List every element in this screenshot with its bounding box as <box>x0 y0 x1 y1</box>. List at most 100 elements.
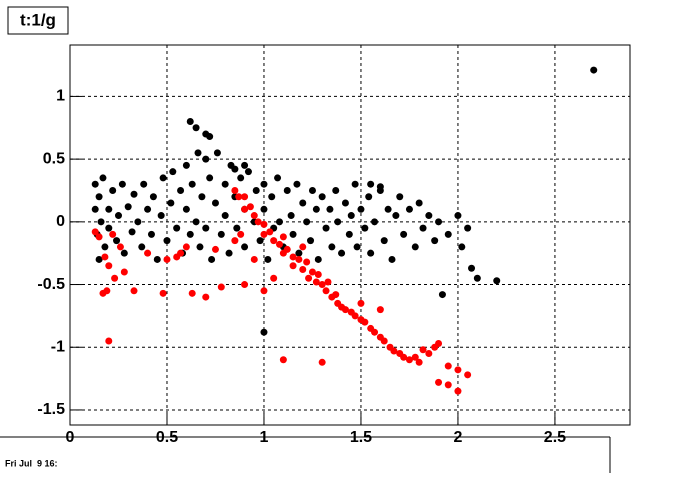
y-tick-label: 0.5 <box>43 150 65 167</box>
point <box>202 224 210 232</box>
point <box>231 237 239 245</box>
point <box>241 161 249 169</box>
point <box>332 186 340 194</box>
point <box>419 346 427 354</box>
point <box>371 218 379 226</box>
point <box>192 218 200 226</box>
point <box>157 212 165 220</box>
point <box>444 381 452 389</box>
point <box>435 218 443 226</box>
point <box>91 205 99 213</box>
point <box>357 299 365 307</box>
point <box>241 193 249 201</box>
point <box>454 387 462 395</box>
point <box>231 165 239 173</box>
x-tick-label: 2.5 <box>544 429 566 446</box>
point <box>351 180 359 188</box>
point <box>144 205 152 213</box>
y-tick-label: -0.5 <box>37 276 65 293</box>
point <box>182 243 190 251</box>
point <box>208 255 216 263</box>
point <box>206 133 214 141</box>
point <box>113 237 121 245</box>
point <box>217 230 225 238</box>
point <box>188 289 196 297</box>
point <box>105 224 113 232</box>
point <box>116 243 124 251</box>
point <box>192 124 200 132</box>
point <box>186 118 194 126</box>
point <box>235 193 243 201</box>
point <box>405 205 413 213</box>
point <box>454 366 462 374</box>
point <box>138 243 146 251</box>
point <box>237 230 245 238</box>
point <box>318 281 326 289</box>
point <box>256 237 264 245</box>
point <box>211 199 219 207</box>
point <box>241 205 249 213</box>
point <box>105 262 113 270</box>
point <box>250 255 258 263</box>
point <box>270 237 278 245</box>
point <box>345 230 353 238</box>
point <box>177 186 185 194</box>
point <box>91 180 99 188</box>
point <box>444 362 452 370</box>
point <box>237 174 245 182</box>
point <box>103 287 111 295</box>
point <box>380 337 388 345</box>
point <box>252 186 260 194</box>
point <box>299 243 307 251</box>
point <box>264 255 272 263</box>
point <box>260 287 268 295</box>
point <box>415 199 423 207</box>
point <box>260 205 268 213</box>
point <box>241 243 249 251</box>
point <box>233 224 241 232</box>
point <box>95 233 103 241</box>
point <box>425 350 433 358</box>
point <box>101 253 109 261</box>
point <box>307 237 315 245</box>
chart-title: t:1/g <box>20 10 56 29</box>
point <box>458 243 466 251</box>
point <box>351 312 359 320</box>
point <box>289 253 297 261</box>
point <box>279 356 287 364</box>
point <box>244 168 252 176</box>
point <box>353 243 361 251</box>
point <box>376 306 384 314</box>
point <box>308 268 316 276</box>
point <box>182 161 190 169</box>
point <box>318 358 326 366</box>
point <box>590 66 598 74</box>
y-tick-label: -1 <box>51 338 65 355</box>
point <box>283 245 291 253</box>
point <box>182 205 190 213</box>
point <box>217 283 225 291</box>
point <box>464 224 472 232</box>
x-tick-label: 0 <box>66 429 75 446</box>
point <box>392 212 400 220</box>
point <box>376 183 384 191</box>
point <box>241 281 249 289</box>
point <box>390 347 398 355</box>
point <box>268 193 276 201</box>
point <box>266 228 274 236</box>
point <box>275 218 283 226</box>
point <box>425 212 433 220</box>
point <box>231 186 239 194</box>
point <box>396 193 404 201</box>
point <box>202 155 210 163</box>
point <box>147 230 155 238</box>
point <box>279 233 287 241</box>
point <box>105 205 113 213</box>
point <box>260 230 268 238</box>
x-tick-label: 0.5 <box>156 429 178 446</box>
point <box>444 230 452 238</box>
point <box>105 337 113 345</box>
point <box>308 186 316 194</box>
point <box>124 203 132 211</box>
point <box>334 218 342 226</box>
